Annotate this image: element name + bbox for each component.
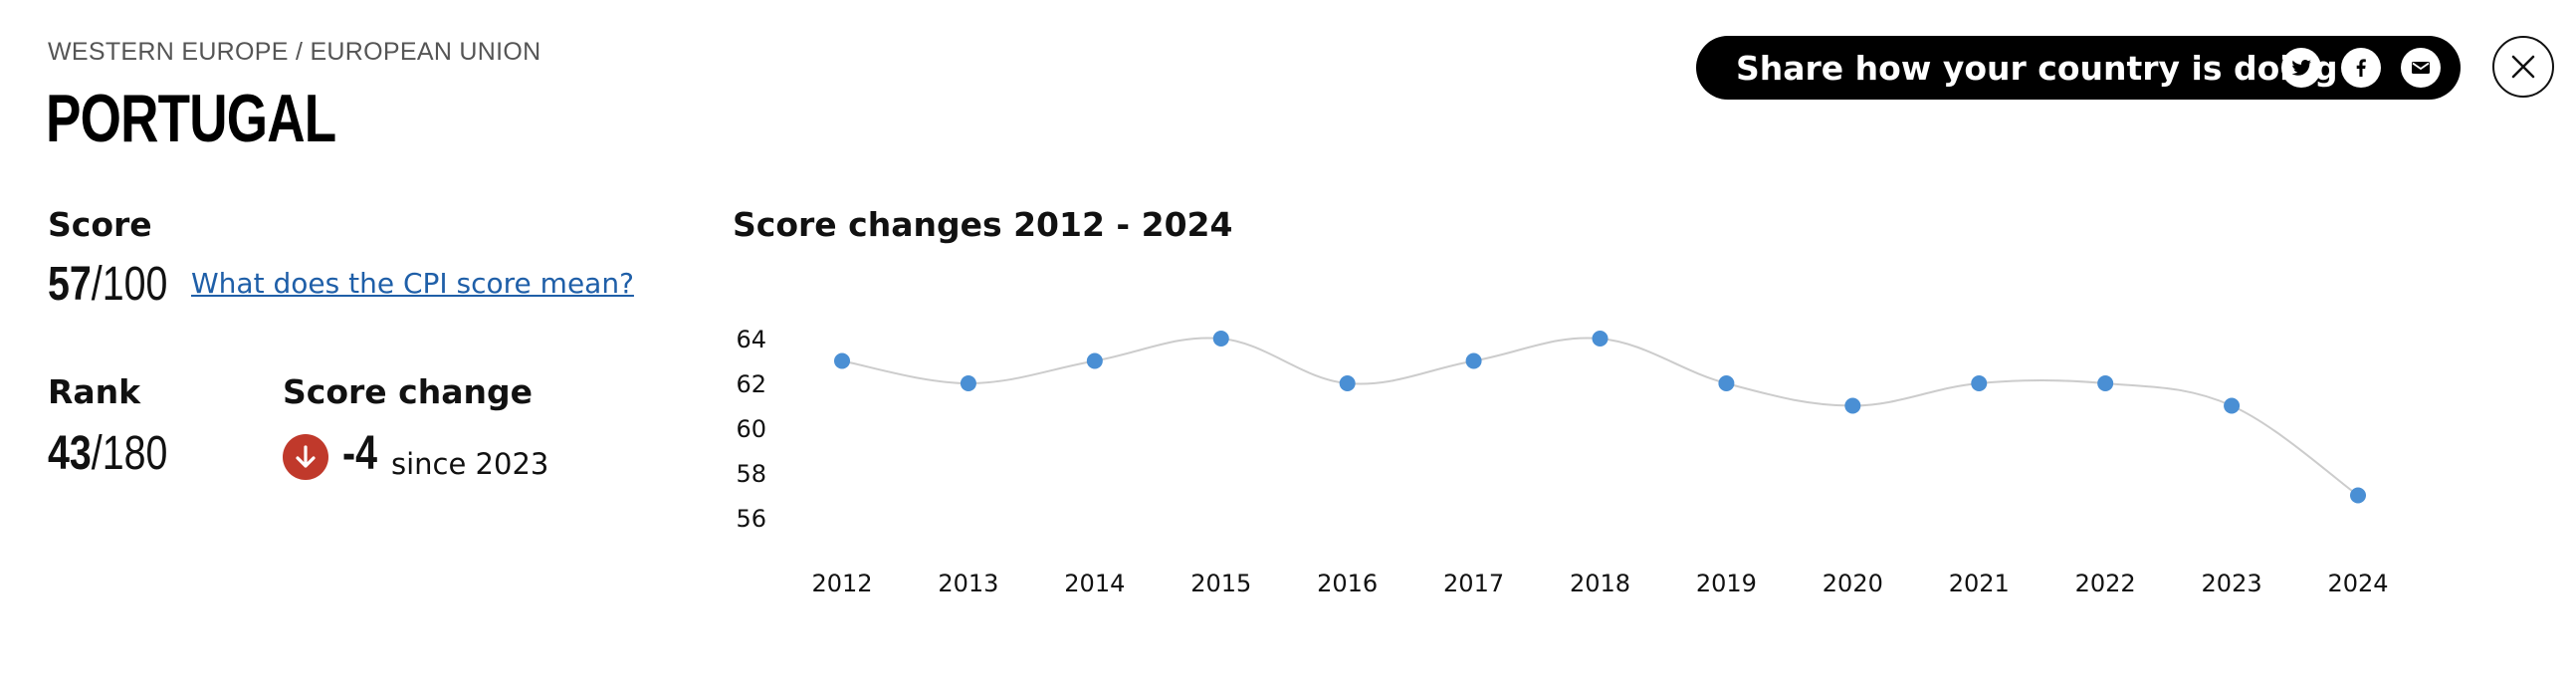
data-point-2023[interactable] [2224, 397, 2241, 414]
close-icon [2511, 55, 2535, 79]
x-tick-label: 2023 [2202, 570, 2262, 597]
x-tick-label: 2024 [2327, 570, 2388, 597]
arrow-down-icon [296, 445, 316, 468]
x-tick-label: 2020 [1823, 570, 1883, 597]
x-tick-label: 2022 [2075, 570, 2136, 597]
y-tick-label: 64 [736, 326, 766, 353]
region-label: WESTERN EUROPE / EUROPEAN UNION [48, 38, 541, 66]
data-point-2016[interactable] [1339, 375, 1356, 391]
x-tick-label: 2016 [1317, 570, 1378, 597]
y-tick-label: 56 [736, 505, 766, 533]
score-label: Score [48, 205, 152, 244]
x-tick-label: 2021 [1949, 570, 2010, 597]
data-point-2014[interactable] [1086, 352, 1103, 369]
close-button[interactable] [2492, 36, 2554, 98]
x-tick-label: 2013 [938, 570, 998, 597]
email-icon[interactable] [2401, 48, 2441, 88]
cpi-score-link[interactable]: What does the CPI score mean? [191, 267, 634, 300]
x-tick-label: 2018 [1570, 570, 1630, 597]
rank-label: Rank [48, 372, 141, 411]
series-line [841, 337, 2359, 497]
twitter-icon[interactable] [2281, 48, 2321, 88]
data-point-2024[interactable] [2350, 487, 2366, 504]
score-change-label: Score change [283, 372, 533, 411]
score-max: /100 [91, 258, 168, 311]
data-point-2020[interactable] [1844, 397, 1861, 414]
x-tick-label: 2015 [1190, 570, 1251, 597]
data-point-2012[interactable] [834, 352, 850, 369]
x-tick-label: 2017 [1443, 570, 1504, 597]
data-point-2019[interactable] [1718, 375, 1735, 391]
data-point-2022[interactable] [2097, 375, 2114, 391]
score-value: 57/100 [48, 257, 167, 312]
data-point-2017[interactable] [1465, 352, 1482, 369]
y-tick-label: 62 [736, 370, 766, 398]
rank-value: 43/180 [48, 426, 167, 481]
rank-max: /180 [91, 427, 168, 480]
facebook-icon[interactable] [2341, 48, 2381, 88]
share-label: Share how your country is doing [1736, 48, 2338, 88]
rank-number: 43 [48, 427, 92, 480]
share-bar: Share how your country is doing [1696, 36, 2461, 100]
y-tick-label: 60 [736, 415, 766, 443]
data-point-2021[interactable] [1971, 375, 1988, 391]
score-change-badge [283, 434, 328, 480]
chart-title: Score changes 2012 - 2024 [733, 205, 1233, 244]
score-number: 57 [48, 258, 92, 311]
score-change-value: -4 [342, 427, 378, 480]
score-change-since: since 2023 [391, 447, 549, 481]
data-point-2013[interactable] [960, 375, 976, 391]
country-title: PORTUGAL [46, 81, 336, 156]
x-tick-label: 2019 [1696, 570, 1757, 597]
data-point-2015[interactable] [1212, 331, 1229, 347]
x-tick-label: 2014 [1064, 570, 1125, 597]
data-point-2018[interactable] [1592, 331, 1609, 347]
x-tick-label: 2012 [811, 570, 872, 597]
y-tick-label: 58 [736, 460, 766, 488]
